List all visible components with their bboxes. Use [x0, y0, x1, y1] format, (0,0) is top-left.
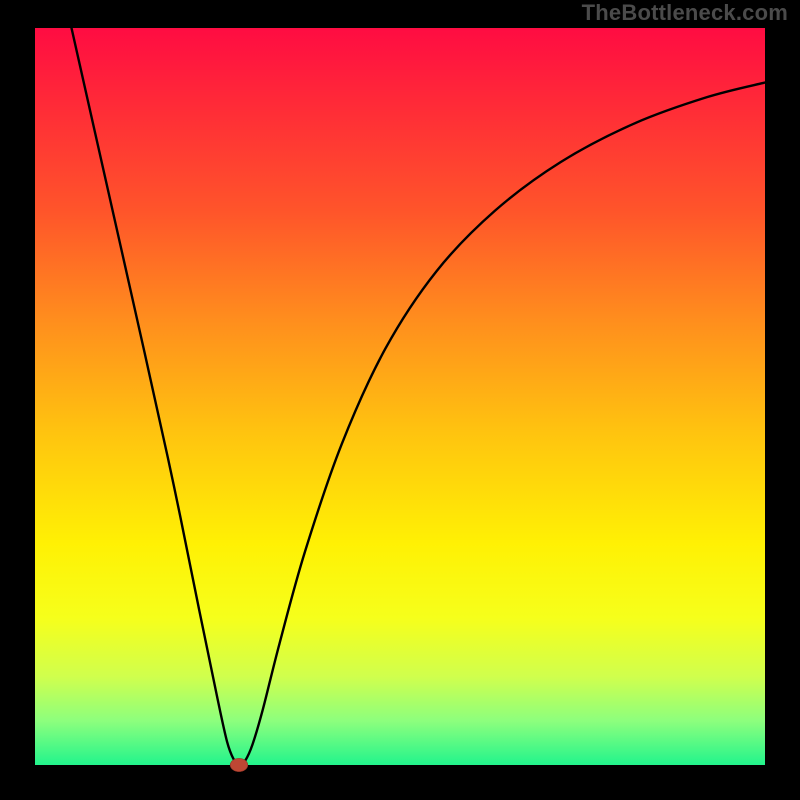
- plot-background: [35, 28, 765, 765]
- curve: [72, 28, 766, 765]
- chart-svg: [35, 28, 765, 765]
- chart-stage: TheBottleneck.com: [0, 0, 800, 800]
- minimum-marker: [228, 756, 250, 774]
- watermark-text: TheBottleneck.com: [582, 0, 788, 26]
